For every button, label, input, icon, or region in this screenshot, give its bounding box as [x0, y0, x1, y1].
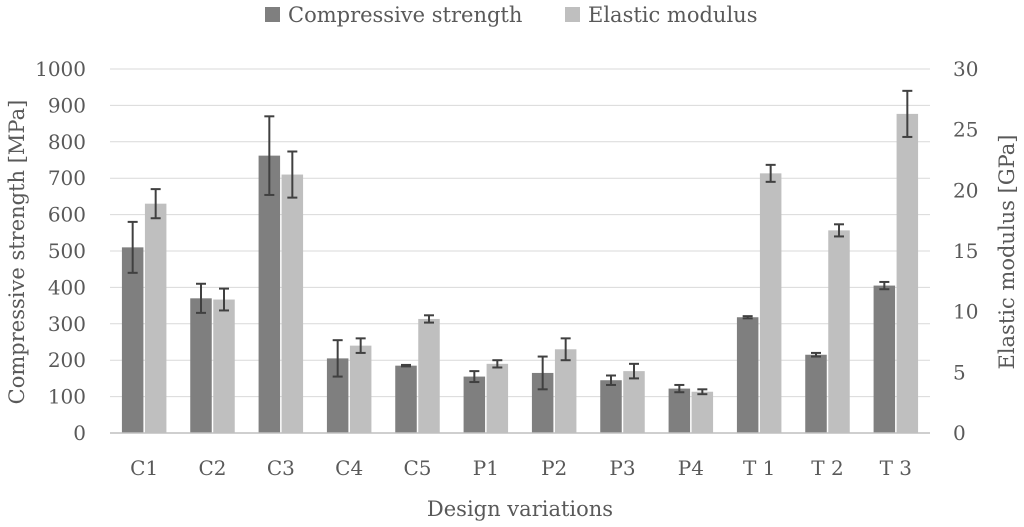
- y-tick-label: 800: [48, 130, 86, 154]
- bar-elastic-modulus-c3: [281, 174, 304, 433]
- bar-elastic-modulus-t1: [759, 173, 782, 433]
- error-bar: [765, 163, 776, 183]
- bar-elastic-modulus-p2: [554, 349, 577, 433]
- bar-compressive-strength-t2: [805, 354, 827, 433]
- y2-axis-title: Elastic modulus [GPa]: [995, 134, 1019, 369]
- error-bar: [742, 315, 753, 320]
- y-tick-label: 600: [48, 203, 86, 227]
- y-tick-label: 500: [48, 239, 86, 263]
- y2-tick-label: 10: [953, 300, 978, 324]
- x-tick-label: C4: [335, 456, 363, 480]
- x-tick-label: T 2: [811, 456, 843, 480]
- legend-label-elastic-modulus: Elastic modulus: [588, 3, 757, 27]
- x-tick-label: P4: [678, 456, 704, 480]
- error-bars: [127, 89, 913, 396]
- bar-compressive-strength-c2: [190, 298, 212, 433]
- error-bar: [811, 351, 821, 358]
- y-axis-title: Compressive strength [MPa]: [5, 100, 29, 405]
- bar-elastic-modulus-p4: [691, 391, 714, 433]
- error-bar: [606, 374, 616, 386]
- x-axis-title: Design variations: [427, 497, 613, 521]
- bar-elastic-modulus-c5: [418, 318, 440, 433]
- bar-compressive-strength-p4: [668, 388, 691, 433]
- y-tick-label: 200: [48, 348, 86, 372]
- legend-swatch-elastic-modulus: [565, 7, 580, 22]
- error-bar: [401, 363, 411, 368]
- error-bar: [834, 223, 844, 238]
- y-tick-label: 0: [73, 421, 86, 445]
- error-bar: [902, 89, 913, 138]
- error-bar: [219, 287, 229, 312]
- error-bar: [560, 337, 571, 362]
- error-bar: [355, 337, 366, 354]
- legend-label-compressive-strength: Compressive strength: [288, 3, 522, 27]
- error-bar: [264, 115, 275, 196]
- error-bar: [332, 339, 343, 378]
- y2-tick-label: 25: [953, 118, 978, 142]
- y-axis-ticks: 0 100 200 300 400 500 600 700 800 900 1000: [35, 57, 86, 445]
- bar-elastic-modulus-p3: [623, 371, 645, 433]
- bar-elastic-modulus-p1: [486, 363, 509, 433]
- y2-axis-ticks: 0 5 10 15 20 25 30: [953, 57, 978, 445]
- bar-elastic-modulus-t2: [828, 230, 850, 433]
- error-bar: [127, 220, 138, 274]
- bar-compressive-strength-t1: [736, 317, 759, 433]
- x-tick-label: P3: [609, 456, 635, 480]
- error-bar: [492, 359, 503, 369]
- error-bar: [150, 188, 161, 220]
- error-bar: [287, 150, 298, 199]
- y2-tick-label: 0: [953, 421, 966, 445]
- error-bar: [674, 383, 685, 394]
- bar-compressive-strength-p2: [531, 372, 554, 433]
- bar-elastic-modulus-t3: [896, 113, 919, 433]
- y2-tick-label: 20: [953, 178, 978, 202]
- x-tick-label: P2: [541, 456, 567, 480]
- bar-elastic-modulus-c4: [349, 345, 372, 433]
- y-tick-label: 100: [48, 385, 86, 409]
- x-tick-label: C5: [403, 456, 431, 480]
- y2-tick-label: 5: [953, 360, 966, 384]
- bar-compressive-strength-c4: [326, 358, 349, 433]
- x-tick-label: C3: [267, 456, 295, 480]
- error-bar: [537, 355, 548, 391]
- bar-compressive-strength-t3: [873, 285, 896, 433]
- x-tick-label: T 1: [743, 456, 775, 480]
- y2-tick-label: 30: [953, 57, 978, 81]
- y-tick-label: 1000: [35, 57, 86, 81]
- gridlines: [110, 68, 930, 398]
- legend: Compressive strength Elastic modulus: [265, 3, 757, 27]
- bar-compressive-strength-c5: [395, 365, 417, 433]
- error-bar: [424, 314, 434, 324]
- x-axis-ticks: C1 C2 C3 C4 C5 P1 P2 P3 P4 T 1 T 2 T 3: [130, 456, 912, 480]
- x-tick-label: C2: [198, 456, 226, 480]
- bars: [121, 113, 919, 433]
- bar-elastic-modulus-c2: [213, 299, 235, 433]
- error-bar: [879, 280, 890, 291]
- bar-compressive-strength-p1: [463, 376, 486, 433]
- x-tick-label: P1: [473, 456, 499, 480]
- error-bar: [469, 370, 480, 384]
- bar-elastic-modulus-c1: [144, 203, 167, 433]
- error-bar: [629, 362, 639, 380]
- y2-tick-label: 15: [953, 239, 978, 263]
- error-bar: [196, 282, 206, 314]
- x-tick-label: T 3: [880, 456, 912, 480]
- y-tick-label: 400: [48, 275, 86, 299]
- y-tick-label: 900: [48, 93, 86, 117]
- legend-swatch-compressive-strength: [265, 7, 280, 22]
- bar-compressive-strength-p3: [600, 380, 622, 433]
- bar-compressive-strength-c1: [121, 247, 144, 433]
- y-tick-label: 700: [48, 166, 86, 190]
- error-bar: [697, 388, 708, 396]
- bar-compressive-strength-c3: [258, 155, 281, 433]
- x-tick-label: C1: [130, 456, 158, 480]
- y-tick-label: 300: [48, 312, 86, 336]
